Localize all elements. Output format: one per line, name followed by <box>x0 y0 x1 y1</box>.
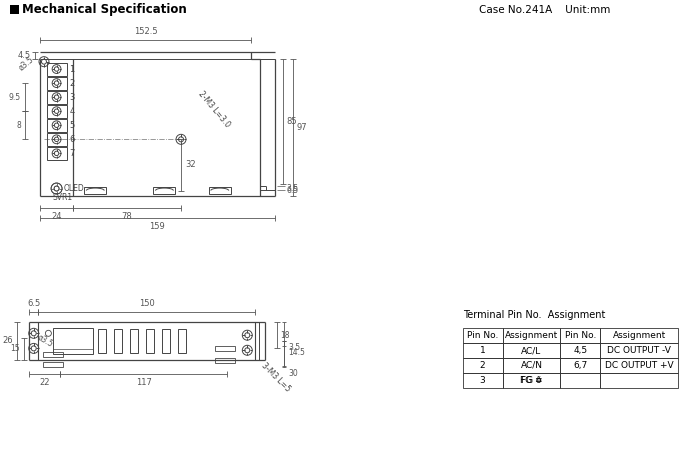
Bar <box>47 133 66 146</box>
Bar <box>47 77 66 90</box>
Bar <box>601 358 678 373</box>
Text: ø3.5: ø3.5 <box>17 55 35 73</box>
Bar <box>209 187 231 194</box>
Bar <box>463 328 503 343</box>
Text: 18: 18 <box>281 330 290 339</box>
Text: 3.5: 3.5 <box>286 183 299 192</box>
Text: 3: 3 <box>480 376 486 385</box>
Bar <box>130 329 138 353</box>
Bar <box>47 91 66 104</box>
Bar <box>216 358 235 364</box>
Text: 9.5: 9.5 <box>9 92 21 101</box>
Text: 78: 78 <box>122 211 132 220</box>
Text: 152.5: 152.5 <box>134 27 158 36</box>
Bar <box>463 343 503 358</box>
Bar <box>146 329 154 353</box>
Text: OLED: OLED <box>64 184 84 193</box>
Text: 6,7: 6,7 <box>573 361 587 370</box>
Bar <box>561 343 601 358</box>
Text: 8: 8 <box>16 121 21 130</box>
Bar <box>503 328 561 343</box>
Text: 2: 2 <box>69 79 75 88</box>
Text: 30: 30 <box>288 369 298 378</box>
Text: Assignment: Assignment <box>612 331 666 340</box>
Text: 6: 6 <box>69 135 75 144</box>
Text: Case No.241A    Unit:mm: Case No.241A Unit:mm <box>479 4 610 15</box>
Bar <box>43 352 63 357</box>
Text: 15: 15 <box>10 344 20 353</box>
Text: 6.5: 6.5 <box>27 299 41 308</box>
Text: 4,5: 4,5 <box>573 346 587 355</box>
Bar <box>178 329 186 353</box>
Bar <box>503 343 561 358</box>
Bar <box>47 63 66 75</box>
Bar <box>503 373 561 388</box>
Text: AC/L: AC/L <box>522 346 542 355</box>
Bar <box>114 329 122 353</box>
Text: 4: 4 <box>69 107 75 116</box>
Text: 22: 22 <box>39 378 50 387</box>
Text: Assignment: Assignment <box>505 331 558 340</box>
Bar <box>47 105 66 118</box>
Bar <box>503 358 561 373</box>
Text: Pin No.: Pin No. <box>467 331 498 340</box>
Text: FG ≡: FG ≡ <box>520 376 542 385</box>
Text: AC/N: AC/N <box>521 361 542 370</box>
Text: 5: 5 <box>69 121 75 130</box>
Text: 7: 7 <box>69 149 75 158</box>
Text: Mechanical Specification: Mechanical Specification <box>22 3 187 16</box>
Text: SVR1: SVR1 <box>52 193 73 202</box>
Bar <box>162 329 170 353</box>
Text: 24: 24 <box>51 211 62 220</box>
Text: Terminal Pin No.  Assignment: Terminal Pin No. Assignment <box>463 310 605 320</box>
Bar <box>463 373 503 388</box>
Text: DC OUTPUT -V: DC OUTPUT -V <box>607 346 671 355</box>
Text: 6.5: 6.5 <box>286 186 299 195</box>
Text: 1: 1 <box>69 64 75 73</box>
Bar <box>601 328 678 343</box>
Text: 14.5: 14.5 <box>288 348 305 357</box>
Text: 1: 1 <box>480 346 486 355</box>
Text: 150: 150 <box>139 299 155 308</box>
Bar <box>561 358 601 373</box>
Text: 3.5: 3.5 <box>288 343 301 352</box>
Text: 3-M3 L=5: 3-M3 L=5 <box>260 362 292 394</box>
Text: DC OUTPUT +V: DC OUTPUT +V <box>605 361 673 370</box>
Text: 97: 97 <box>297 123 307 132</box>
Bar <box>601 373 678 388</box>
Bar <box>561 328 601 343</box>
Bar <box>53 328 93 354</box>
Bar <box>47 119 66 132</box>
Text: 4.5: 4.5 <box>18 51 31 60</box>
Bar <box>47 147 66 160</box>
Text: 2-M3 L=3.0: 2-M3 L=3.0 <box>196 90 231 129</box>
Text: 117: 117 <box>136 378 151 387</box>
Text: ø3.5: ø3.5 <box>36 333 55 349</box>
Text: 85: 85 <box>286 117 297 126</box>
Bar <box>98 329 106 353</box>
Text: 3: 3 <box>69 92 75 101</box>
Bar <box>463 358 503 373</box>
Text: FG ð: FG ð <box>522 376 542 385</box>
Text: 26: 26 <box>2 337 13 346</box>
Text: 159: 159 <box>149 221 165 230</box>
Bar <box>561 373 601 388</box>
Text: 32: 32 <box>185 160 195 169</box>
Bar <box>10 5 19 14</box>
Bar <box>153 187 176 194</box>
Text: Pin No.: Pin No. <box>565 331 596 340</box>
Bar <box>84 187 106 194</box>
Text: 2: 2 <box>480 361 486 370</box>
Bar <box>601 343 678 358</box>
Bar <box>216 346 235 351</box>
Bar <box>43 362 63 367</box>
